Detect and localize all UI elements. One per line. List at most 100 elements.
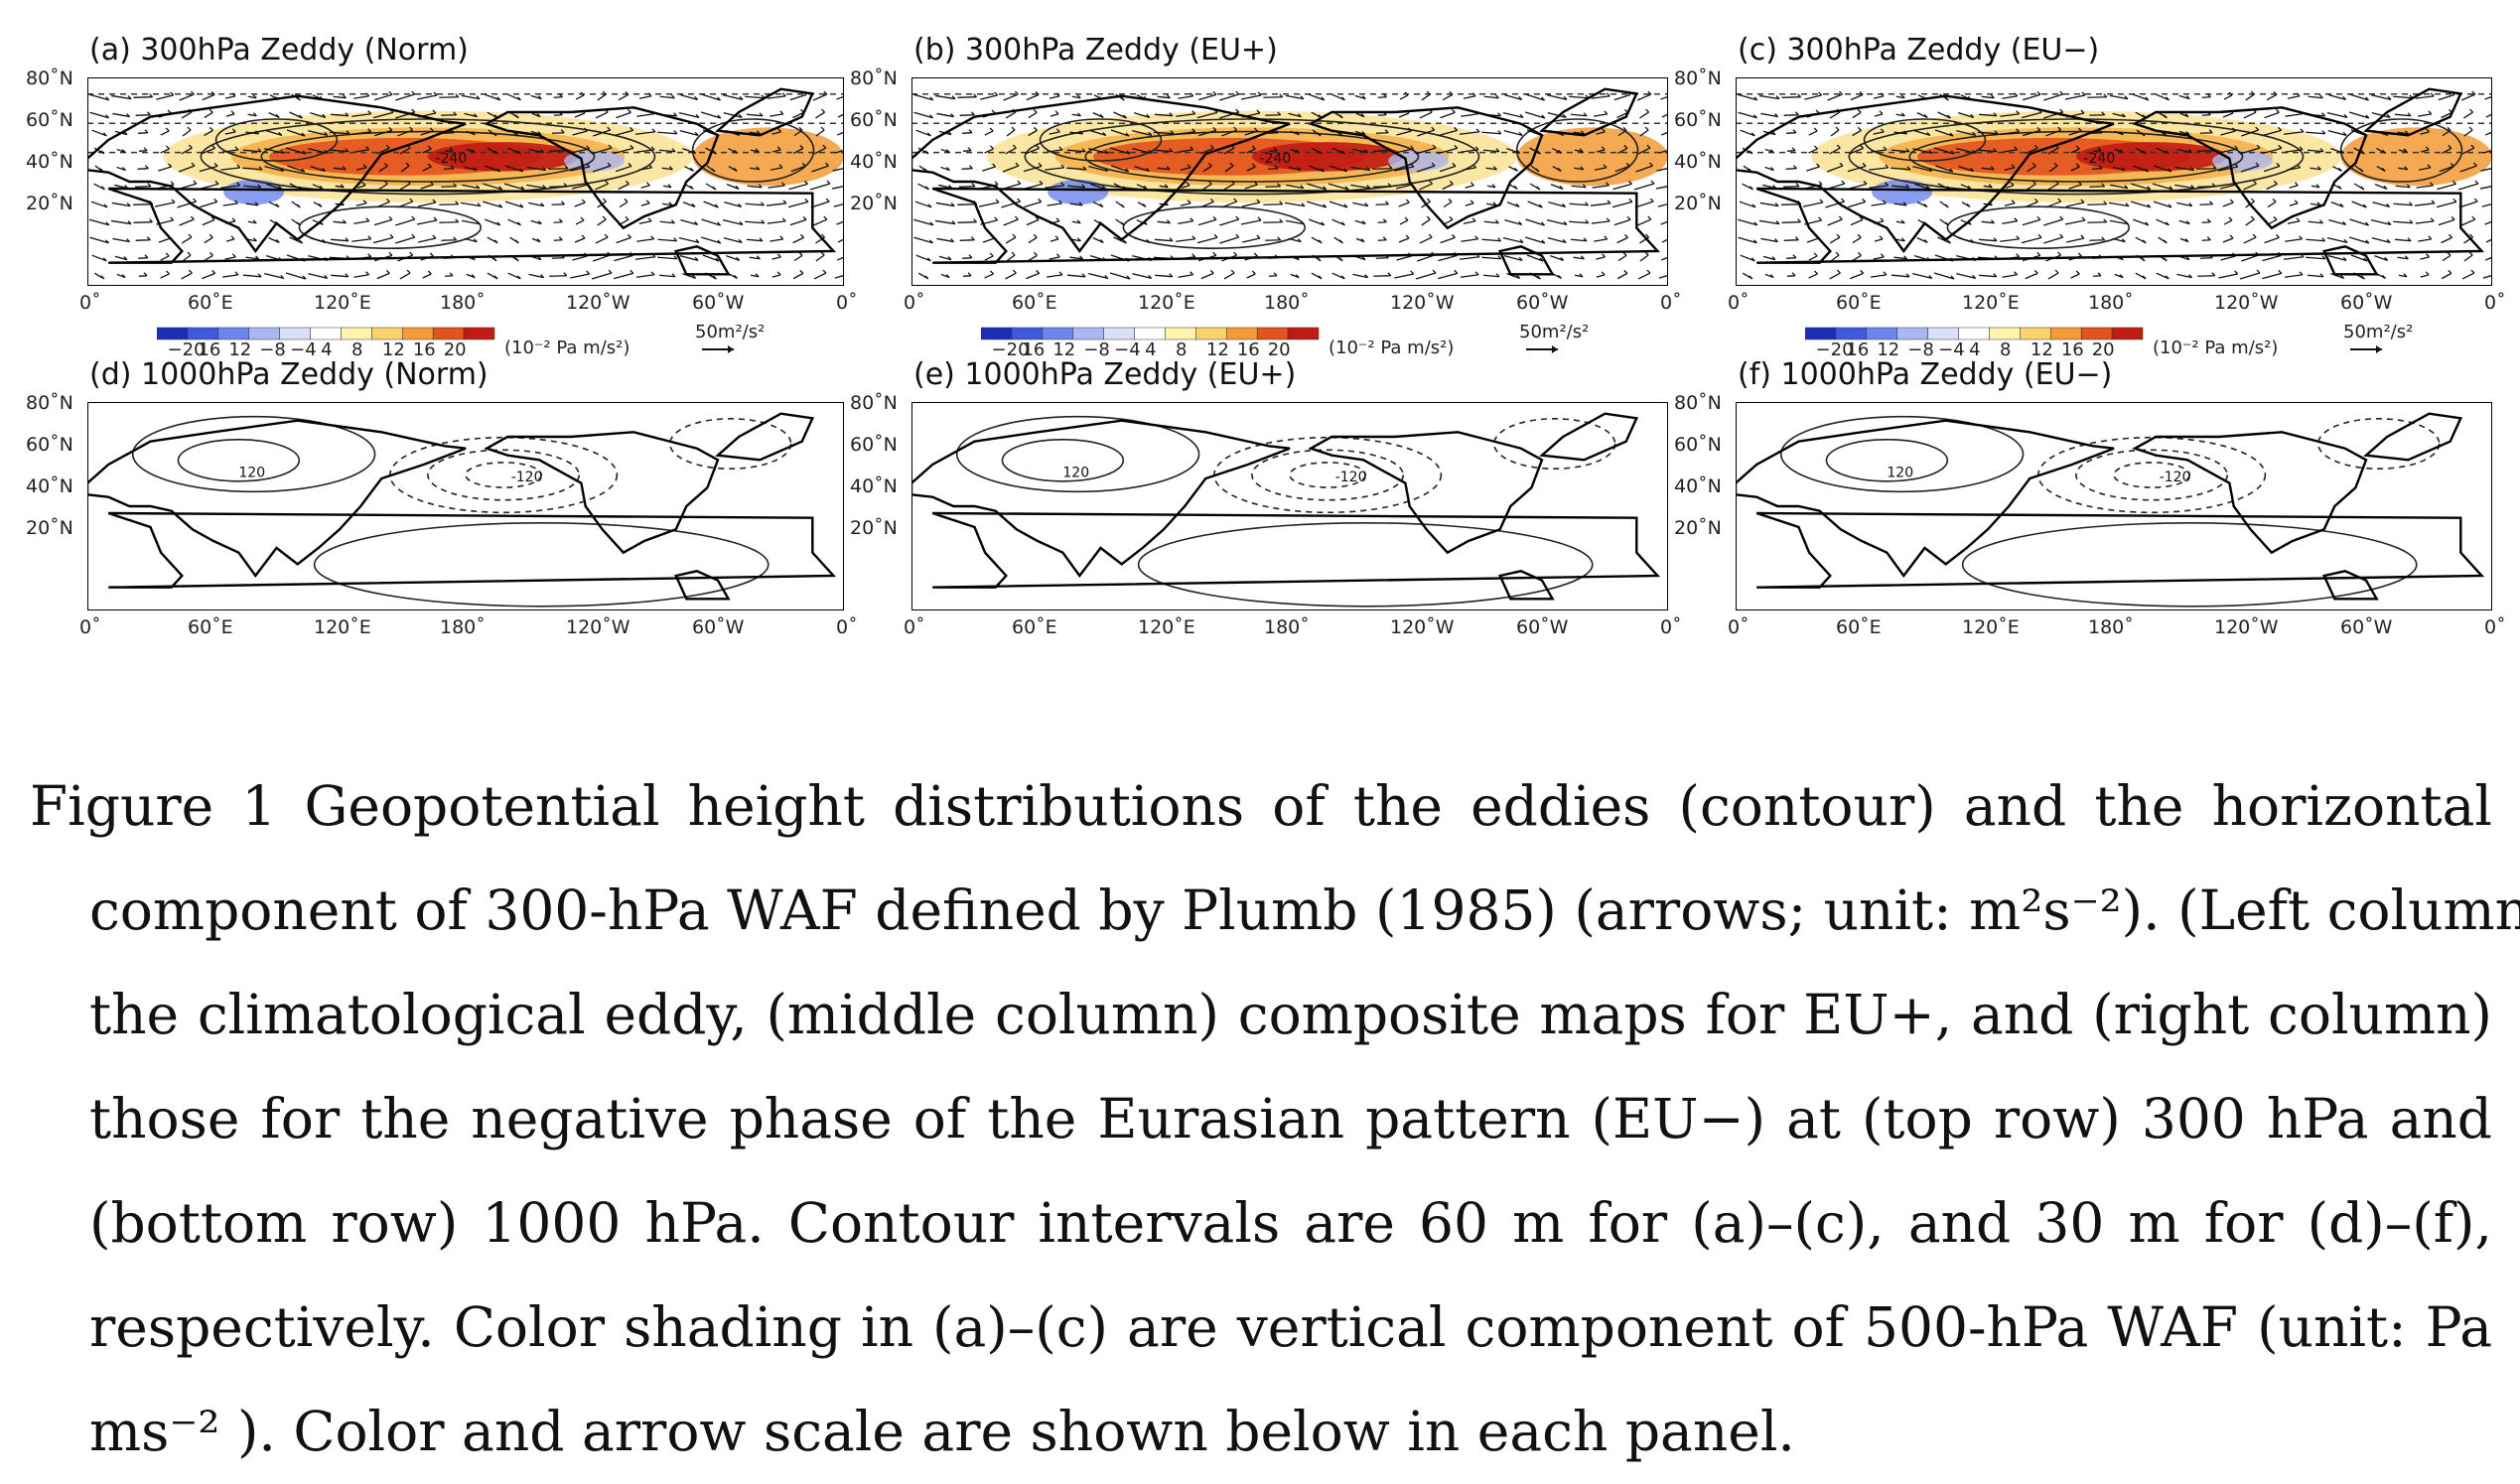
lat-tick-e-0: 80˚N [850, 392, 898, 414]
colorbar-swatch [2081, 328, 2112, 339]
arrow-scale-b: 50m²/s² [1519, 322, 1589, 342]
arrow-scale-icon [2348, 343, 2388, 355]
contour-label-positive: 120 [1062, 466, 1089, 481]
colorbar-swatch [981, 328, 1012, 339]
lon-tick-a-6: 0˚ [836, 292, 858, 314]
lon-tick-f-2: 120˚E [1962, 616, 2020, 638]
colorbar-swatch [2020, 328, 2050, 339]
lat-tick-a-0: 80˚N [26, 67, 73, 89]
colorbar-swatch [311, 328, 342, 339]
colorbar-swatch [341, 328, 371, 339]
lon-tick-e-1: 60˚E [1012, 616, 1057, 638]
caption-line-1: Figure 1 Geopotential height distributio… [30, 754, 2492, 859]
contour-label: -240 [2084, 151, 2116, 167]
lon-tick-c-2: 120˚E [1962, 292, 2020, 314]
colorbar-swatch [1135, 328, 1166, 339]
lon-tick-c-5: 60˚W [2340, 292, 2392, 314]
colorbar-unit-b: (10⁻² Pa m/s²) [1329, 337, 1454, 358]
lon-tick-b-0: 0˚ [904, 292, 925, 314]
colorbar-swatch [2112, 328, 2143, 339]
lon-tick-a-2: 120˚E [314, 292, 371, 314]
colorbar-swatch [280, 328, 311, 339]
lon-tick-b-3: 180˚ [1264, 292, 1310, 314]
lon-tick-e-2: 120˚E [1138, 616, 1195, 638]
caption-line-3: the climatological eddy, (middle column)… [30, 963, 2492, 1067]
map-panel-e: -120 120 [911, 402, 1668, 610]
figure-caption: Figure 1 Geopotential height distributio… [30, 754, 2492, 1484]
arrow-scale-a: 50m²/s² [695, 322, 765, 342]
contour-label: -120 [511, 470, 543, 485]
colorbar-swatch [1867, 328, 1897, 339]
caption-line-7: ms⁻² ). Color and arrow scale are shown … [30, 1380, 2492, 1484]
lon-tick-b-4: 120˚W [1390, 292, 1455, 314]
lat-tick-e-2: 40˚N [850, 475, 898, 497]
panel-title-c: (c) 300hPa Zeddy (EU−) [1738, 33, 2099, 67]
lon-tick-a-0: 0˚ [79, 292, 101, 314]
lon-tick-f-1: 60˚E [1836, 616, 1882, 638]
colorbar-swatch [1073, 328, 1104, 339]
lon-tick-d-2: 120˚E [314, 616, 371, 638]
contour-label: -120 [1335, 470, 1367, 485]
lat-tick-f-1: 60˚N [1674, 434, 1722, 456]
lon-tick-b-2: 120˚E [1138, 292, 1195, 314]
colorbar-swatch [2050, 328, 2081, 339]
colorbar-swatch [402, 328, 433, 339]
lon-tick-a-5: 60˚W [692, 292, 744, 314]
map-panel-c: -240 [1736, 77, 2492, 286]
lat-tick-e-3: 20˚N [850, 517, 898, 539]
lon-tick-f-5: 60˚W [2340, 616, 2392, 638]
lon-tick-a-4: 120˚W [566, 292, 630, 314]
contour-label-positive: 120 [238, 466, 265, 481]
lon-tick-e-3: 180˚ [1264, 616, 1310, 638]
colorbar-swatch [1805, 328, 1836, 339]
lat-tick-c-0: 80˚N [1674, 67, 1722, 89]
lon-tick-f-6: 0˚ [2484, 616, 2506, 638]
colorbar-swatch [1288, 328, 1319, 339]
lon-tick-c-0: 0˚ [1728, 292, 1750, 314]
lon-tick-f-4: 120˚W [2214, 616, 2279, 638]
colorbar-unit-c: (10⁻² Pa m/s²) [2153, 337, 2278, 358]
lat-tick-d-3: 20˚N [26, 517, 73, 539]
colorbar-swatch [1012, 328, 1043, 339]
lon-tick-d-0: 0˚ [79, 616, 101, 638]
arrow-scale-icon [1524, 343, 1564, 355]
arrow-scale-icon [700, 343, 740, 355]
lat-tick-d-0: 80˚N [26, 392, 73, 414]
lon-tick-c-6: 0˚ [2484, 292, 2506, 314]
colorbar-swatch [433, 328, 464, 339]
lon-tick-b-1: 60˚E [1012, 292, 1057, 314]
lon-tick-d-4: 120˚W [566, 616, 630, 638]
colorbar-swatch [1104, 328, 1135, 339]
colorbar-swatch [1897, 328, 1928, 339]
contour-label: -240 [1260, 151, 1292, 167]
lon-tick-c-4: 120˚W [2214, 292, 2279, 314]
lon-tick-f-3: 180˚ [2088, 616, 2134, 638]
lat-tick-a-1: 60˚N [26, 109, 73, 131]
lon-tick-e-0: 0˚ [904, 616, 925, 638]
lat-tick-b-3: 20˚N [850, 193, 898, 214]
lon-tick-c-3: 180˚ [2088, 292, 2134, 314]
colorbar-swatch [371, 328, 402, 339]
colorbar-swatch [1226, 328, 1257, 339]
lon-tick-f-0: 0˚ [1728, 616, 1750, 638]
lon-tick-b-6: 0˚ [1660, 292, 1682, 314]
contour-label: -120 [2160, 470, 2191, 485]
colorbar-swatch [157, 328, 188, 339]
panel-title-b: (b) 300hPa Zeddy (EU+) [913, 33, 1278, 67]
colorbar-swatch [1989, 328, 2020, 339]
map-panel-b: -240 [911, 77, 1668, 286]
colorbar-swatch [1959, 328, 1990, 339]
lat-tick-c-1: 60˚N [1674, 109, 1722, 131]
arrow-scale-c: 50m²/s² [2343, 322, 2413, 342]
lon-tick-d-6: 0˚ [836, 616, 858, 638]
colorbar-swatch [188, 328, 218, 339]
map-panel-a: -240 [87, 77, 844, 286]
lat-tick-f-2: 40˚N [1674, 475, 1722, 497]
lon-tick-d-3: 180˚ [440, 616, 486, 638]
panel-title-f: (f) 1000hPa Zeddy (EU−) [1738, 357, 2112, 392]
colorbar-swatch [1043, 328, 1073, 339]
lon-tick-b-5: 60˚W [1516, 292, 1568, 314]
lat-tick-e-1: 60˚N [850, 434, 898, 456]
lat-tick-b-1: 60˚N [850, 109, 898, 131]
